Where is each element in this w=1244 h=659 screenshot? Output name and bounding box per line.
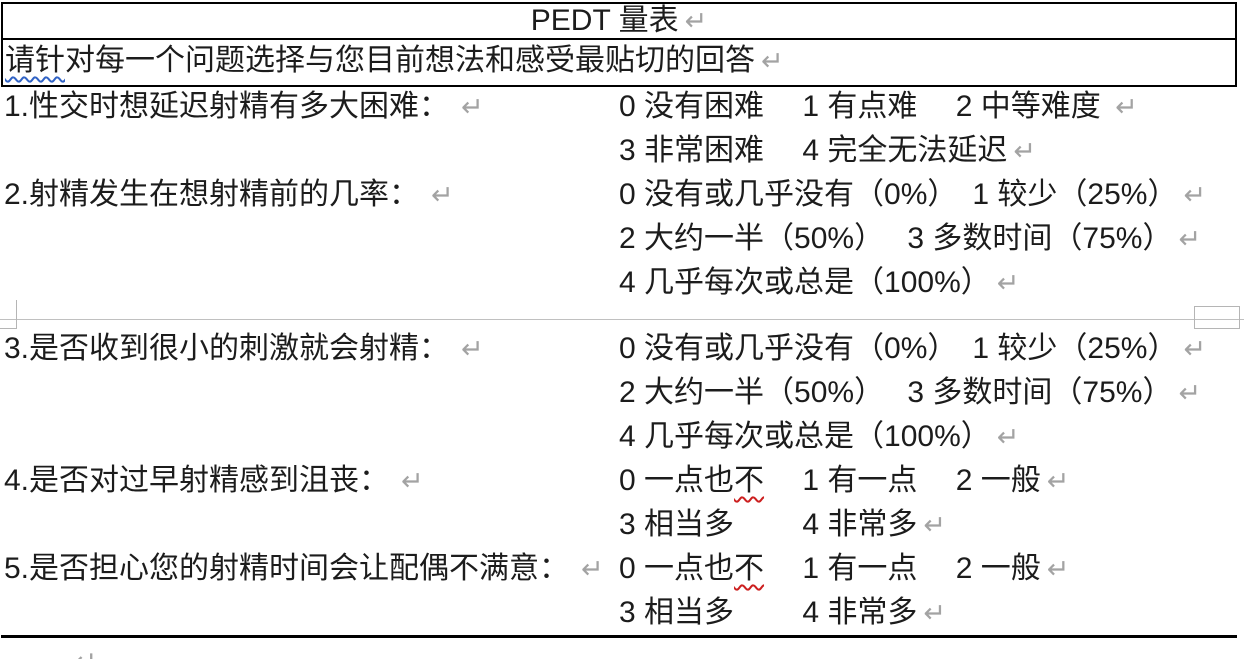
text-run: 5.是否担心您的射精时间会让配偶不满意： xyxy=(4,552,570,585)
text-run: 0 没有或几乎没有（0%） 1 较少（25%） xyxy=(619,332,1178,365)
paragraph-return-icon: ↵ xyxy=(996,268,1020,299)
question-1-options-line-1[interactable]: 0 没有困难 1 有点难 2 中等难度 ↵ xyxy=(619,88,1138,127)
text-run: 2 大约一半（50%） 3 多数时间（75%） xyxy=(619,222,1173,255)
paragraph-return-icon: ↵ xyxy=(923,598,946,629)
question-3-options-line-1[interactable]: 0 没有或几乎没有（0%） 1 较少（25%） ↵ xyxy=(619,330,1206,369)
text-run: 3.是否收到很小的刺激就会射精： xyxy=(4,332,450,365)
paragraph-return-icon: ↵ xyxy=(401,466,424,497)
paragraph-return-icon: ↵ xyxy=(1046,554,1070,585)
text-run: 对每一个问题选择与您目前想法和感受最贴切的回答 xyxy=(65,44,755,77)
text-run: 1 有一点 2 一般 xyxy=(764,552,1041,585)
pedt-table-header: PEDT 量表 ↵ 请针对每一个问题选择与您目前想法和感受最贴切的回答 ↵ xyxy=(1,2,1237,87)
question-2-options-line-1[interactable]: 0 没有或几乎没有（0%） 1 较少（25%） ↵ xyxy=(619,176,1206,215)
page-margin-corner-left-foot xyxy=(0,328,17,329)
misspelled-text: 不 xyxy=(734,552,765,585)
text-run: 3 非常困难 4 完全无法延迟 xyxy=(619,134,1008,167)
question-4-options-line-1[interactable]: 0 一点也不 1 有一点 2 一般 ↵ xyxy=(619,462,1069,501)
question-1-options-line-2[interactable]: 3 非常困难 4 完全无法延迟 ↵ xyxy=(619,132,1036,171)
question-label-2[interactable]: 2.射精发生在想射精前的几率： ↵ xyxy=(4,176,454,215)
text-run: 4.是否对过早射精感到沮丧： xyxy=(4,464,390,497)
question-5-options-line-1[interactable]: 0 一点也不 1 有一点 2 一般 ↵ xyxy=(619,550,1069,589)
text-run: 1.性交时想延迟射精有多大困难： xyxy=(4,90,450,123)
paragraph-return-icon: ↵ xyxy=(1183,334,1207,365)
paragraph-return-icon: ↵ xyxy=(1178,224,1202,255)
paragraph-return-icon: ↵ xyxy=(431,180,454,211)
question-label-1[interactable]: 1.性交时想延迟射精有多大困难： ↵ xyxy=(4,88,484,127)
question-3-options-line-3[interactable]: 4 几乎每次或总是（100%） ↵ xyxy=(619,418,1019,457)
pedt-table-body: 1.性交时想延迟射精有多大困难： ↵ 0 没有困难 1 有点难 2 中等难度 ↵ 3 … xyxy=(1,88,1237,635)
question-5-options-line-2[interactable]: 3 相当多 4 非常多 ↵ xyxy=(619,594,946,633)
paragraph-return-icon: ↵ xyxy=(684,6,708,37)
paragraph-return-icon: ↵ xyxy=(461,92,484,123)
page-margin-box-right xyxy=(1194,306,1240,329)
paragraph-return-icon: ↵ xyxy=(1046,466,1070,497)
paragraph-return-icon: ↵ xyxy=(761,46,784,77)
misspelled-text: 请针 xyxy=(5,44,65,77)
instruction-row[interactable]: 请针对每一个问题选择与您目前想法和感受最贴切的回答 ↵ xyxy=(3,40,1237,87)
question-label-4[interactable]: 4.是否对过早射精感到沮丧： ↵ xyxy=(4,462,424,501)
question-2-options-line-3[interactable]: 4 几乎每次或总是（100%） ↵ xyxy=(619,264,1019,303)
paragraph-return-icon: ↵ xyxy=(923,510,946,541)
paragraph-return-icon: ↵ xyxy=(1183,180,1207,211)
paragraph-return-icon: ↵ xyxy=(996,422,1020,453)
page-boundary-line xyxy=(0,319,1244,320)
question-label-3[interactable]: 3.是否收到很小的刺激就会射精： ↵ xyxy=(4,330,484,369)
question-4-options-line-2[interactable]: 3 相当多 4 非常多 ↵ xyxy=(619,506,946,545)
paragraph-return-icon: ↵ xyxy=(461,334,484,365)
table-row-divider xyxy=(3,38,1235,40)
paragraph-return-icon: ↵ xyxy=(74,645,97,659)
instruction-text: 请针对每一个问题选择与您目前想法和感受最贴切的回答 ↵ xyxy=(5,44,784,77)
text-run: 4 几乎每次或总是（100%） xyxy=(619,266,991,299)
text-run: 3 相当多 4 非常多 xyxy=(619,508,918,541)
paragraph-return-icon: ↵ xyxy=(1178,378,1202,409)
text-run: 0 一点也 xyxy=(619,464,735,497)
question-2-options-line-2[interactable]: 2 大约一半（50%） 3 多数时间（75%） ↵ xyxy=(619,220,1201,259)
page-title: PEDT 量表 xyxy=(530,4,679,37)
table-title-row[interactable]: PEDT 量表 ↵ xyxy=(3,4,1235,38)
question-label-5[interactable]: 5.是否担心您的射精时间会让配偶不满意： ↵ xyxy=(4,550,604,589)
text-run: 2 大约一半（50%） 3 多数时间（75%） xyxy=(619,376,1173,409)
table-bottom-border xyxy=(1,635,1237,638)
paragraph-return-icon: ↵ xyxy=(581,554,604,585)
page-margin-corner-left xyxy=(16,300,17,329)
text-run: 4 几乎每次或总是（100%） xyxy=(619,420,991,453)
text-run: 1 有一点 2 一般 xyxy=(764,464,1041,497)
paragraph-return-icon: ↵ xyxy=(1013,136,1036,167)
text-run: 3 相当多 4 非常多 xyxy=(619,596,918,629)
paragraph-return-icon: ↵ xyxy=(1115,92,1138,123)
text-run: 0 没有或几乎没有（0%） 1 较少（25%） xyxy=(619,178,1178,211)
question-3-options-line-2[interactable]: 2 大约一半（50%） 3 多数时间（75%） ↵ xyxy=(619,374,1201,413)
text-run: 0 没有困难 1 有点难 2 中等难度 xyxy=(619,90,1110,123)
misspelled-text: 不 xyxy=(734,464,765,497)
text-run: 2.射精发生在想射精前的几率： xyxy=(4,178,420,211)
text-run: 0 一点也 xyxy=(619,552,735,585)
